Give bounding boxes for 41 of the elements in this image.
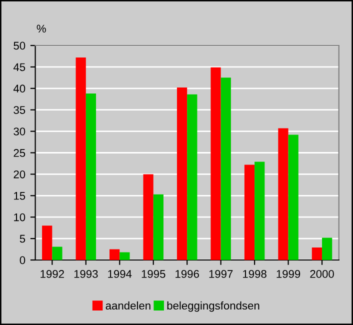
bar bbox=[120, 252, 130, 260]
x-tick-label: 1994 bbox=[108, 270, 132, 278]
bar bbox=[143, 174, 154, 260]
y-tick-label: 40 bbox=[13, 84, 26, 93]
bar bbox=[86, 94, 96, 260]
y-tick-label: 50 bbox=[14, 42, 26, 50]
y-tick-label: 25 bbox=[14, 149, 26, 157]
x-tick-label: 1992 bbox=[40, 270, 64, 278]
y-tick-label: 20 bbox=[14, 170, 26, 178]
bar bbox=[278, 128, 288, 260]
x-tick-label: 2000 bbox=[310, 270, 334, 278]
bar bbox=[244, 164, 255, 260]
bar bbox=[110, 249, 120, 260]
bar bbox=[210, 67, 221, 260]
bar bbox=[312, 248, 322, 260]
y-tick-label: 0 bbox=[20, 256, 26, 264]
bar bbox=[187, 94, 198, 260]
x-tick-label: 1999 bbox=[276, 270, 300, 278]
bar bbox=[76, 58, 86, 260]
y-tick-label: 35 bbox=[14, 106, 26, 114]
bar bbox=[220, 78, 231, 260]
y-tick-label: 10 bbox=[14, 213, 26, 222]
y-tick-label: 15 bbox=[14, 192, 26, 200]
bar bbox=[254, 162, 265, 260]
bar bbox=[153, 194, 164, 260]
y-tick-label: 45 bbox=[13, 63, 26, 72]
x-tick-label: 1997 bbox=[209, 270, 233, 278]
x-tick-label: 1995 bbox=[142, 270, 166, 278]
x-tick-label: 1998 bbox=[243, 270, 266, 278]
x-tick-label: 1996 bbox=[176, 270, 199, 278]
bar bbox=[176, 88, 188, 260]
bar bbox=[322, 238, 332, 260]
bar bbox=[52, 246, 62, 260]
legend-label: aandelen bbox=[106, 301, 150, 310]
y-tick-label: 5 bbox=[20, 234, 26, 243]
legend-label: beleggingsfondsen bbox=[167, 301, 260, 312]
x-tick-label: 1993 bbox=[74, 270, 98, 278]
y-tick-label: 30 bbox=[14, 128, 26, 136]
bar bbox=[42, 226, 52, 260]
bar bbox=[288, 134, 298, 260]
y-axis-title: % bbox=[36, 24, 46, 33]
